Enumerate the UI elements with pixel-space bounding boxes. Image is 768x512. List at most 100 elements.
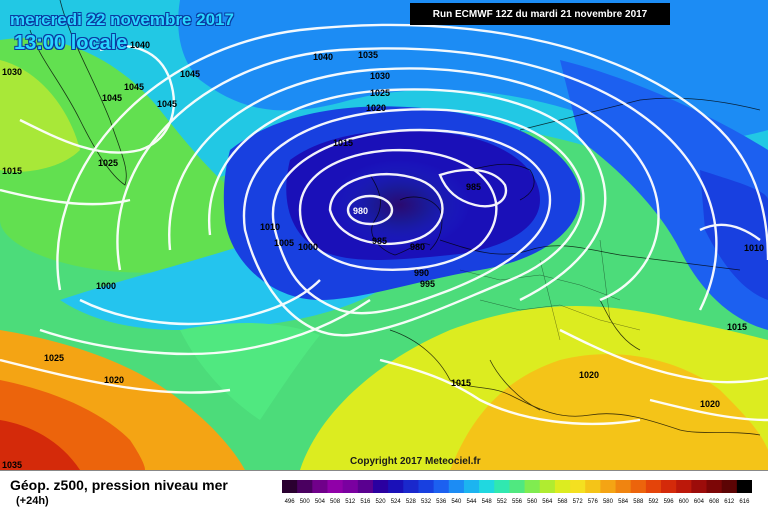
isobar-label: 1020 xyxy=(700,399,720,409)
legend-swatch xyxy=(661,480,677,493)
legend-value: 584 xyxy=(618,499,629,505)
color-scale: 496 500 504 508 512 516 520 524 528 532 536 540 544 5… xyxy=(282,480,752,505)
legend-swatch xyxy=(448,480,465,493)
model-run-label: Run ECMWF 12Z du mardi 21 novembre 2017 xyxy=(410,3,670,25)
isobar-label: 1000 xyxy=(298,242,318,252)
legend-swatch xyxy=(297,480,313,493)
isobar-label: 1020 xyxy=(104,375,124,385)
legend-swatch xyxy=(327,480,344,493)
isobar-label: 1025 xyxy=(44,353,64,363)
isobar-label: 1025 xyxy=(370,88,390,98)
legend-value: 524 xyxy=(391,499,402,505)
isobar-label: 1025 xyxy=(98,158,118,168)
legend-value: 556 xyxy=(512,499,523,505)
legend-value: 536 xyxy=(436,499,447,505)
legend-swatch xyxy=(600,480,617,493)
isobar-label: 1005 xyxy=(274,238,294,248)
legend-value: 552 xyxy=(497,499,508,505)
legend-swatch xyxy=(539,480,556,493)
isobar-label: 980 xyxy=(410,242,425,252)
legend-value: 616 xyxy=(739,499,750,505)
isobar-label: 1015 xyxy=(333,138,353,148)
legend-swatch xyxy=(418,480,435,493)
low-center-label: 980 xyxy=(353,206,368,216)
isobar-label: 985 xyxy=(372,236,387,246)
legend-swatch xyxy=(403,480,419,493)
legend-swatch xyxy=(342,480,359,493)
legend-swatch xyxy=(524,480,541,493)
isobar-label: 1035 xyxy=(2,460,22,470)
legend-value: 516 xyxy=(360,499,371,505)
legend-value: 560 xyxy=(527,499,538,505)
legend-value: 596 xyxy=(664,499,675,505)
isobar-label: 1030 xyxy=(370,71,390,81)
isobar-label: 985 xyxy=(466,182,481,192)
legend-value: 576 xyxy=(588,499,599,505)
forecast-date: mercredi 22 novembre 2017 xyxy=(10,10,234,29)
legend-subtitle: (+24h) xyxy=(16,495,49,507)
isobar-labels: 1035 1040 1030 1025 1020 1015 1010 1005 … xyxy=(2,40,764,470)
legend-value: 532 xyxy=(421,499,432,505)
field-southwest-dark xyxy=(0,420,80,470)
isobar-label: 1000 xyxy=(96,281,116,291)
legend-swatch xyxy=(615,480,632,493)
legend-value: 528 xyxy=(406,499,417,505)
isobar-label: 1015 xyxy=(451,378,471,388)
legend-swatch xyxy=(676,480,692,493)
isobar-label: 990 xyxy=(414,268,429,278)
legend-bar: Géop. z500, pression niveau mer (+24h) 4… xyxy=(0,470,768,512)
legend-swatch xyxy=(312,480,328,493)
legend-swatch xyxy=(721,480,738,493)
legend-value: 540 xyxy=(451,499,462,505)
legend-value: 568 xyxy=(557,499,568,505)
legend-value: 520 xyxy=(376,499,387,505)
legend-title: Géop. z500, pression niveau mer xyxy=(10,477,228,493)
legend-value: 572 xyxy=(573,499,584,505)
isobar-label: 1010 xyxy=(744,243,764,253)
legend-value: 580 xyxy=(603,499,614,505)
field-east-deep xyxy=(700,170,768,300)
isobar-label: 1015 xyxy=(727,322,747,332)
legend-swatch xyxy=(585,480,601,493)
isobar-label: 1015 xyxy=(2,166,22,176)
legend-value: 604 xyxy=(694,499,705,505)
legend-value: 592 xyxy=(648,499,659,505)
isobar-label: 1040 xyxy=(130,40,150,50)
isobar-label: 1040 xyxy=(313,52,333,62)
legend-swatch xyxy=(509,480,526,493)
isobar-label: 1045 xyxy=(124,82,144,92)
legend-swatch xyxy=(282,480,298,493)
isobar-label: 1045 xyxy=(102,93,122,103)
legend-value: 508 xyxy=(330,499,341,505)
field-south-orange xyxy=(450,354,768,470)
legend-swatch xyxy=(691,480,708,493)
isobar-label: 1020 xyxy=(579,370,599,380)
isobar-label: 1045 xyxy=(157,99,177,109)
legend-swatch xyxy=(554,480,571,493)
legend-value: 500 xyxy=(300,499,311,505)
isobar-label: 1035 xyxy=(358,50,378,60)
weather-map: 1035 1040 1030 1025 1020 1015 1010 1005 … xyxy=(0,0,768,470)
legend-value: 608 xyxy=(709,499,720,505)
legend-value: 600 xyxy=(679,499,690,505)
legend-value: 544 xyxy=(467,499,478,505)
legend-swatch xyxy=(388,480,404,493)
legend-value: 564 xyxy=(542,499,553,505)
legend-value: 588 xyxy=(633,499,644,505)
legend-value: 504 xyxy=(315,499,326,505)
legend-swatch xyxy=(433,480,450,493)
legend-swatch xyxy=(706,480,723,493)
legend-swatch xyxy=(736,480,752,493)
legend-swatch xyxy=(630,480,647,493)
legend-swatch xyxy=(570,480,586,493)
isobar-label: 1020 xyxy=(366,103,386,113)
legend-swatch xyxy=(494,480,510,493)
legend-swatch xyxy=(479,480,495,493)
isobar-label: 1030 xyxy=(2,67,22,77)
field-greenland-yellow xyxy=(0,60,80,172)
forecast-time: 13:00 locale xyxy=(14,32,128,54)
borders xyxy=(459,239,641,341)
legend-swatch xyxy=(357,480,374,493)
isobar-label: 995 xyxy=(420,279,435,289)
